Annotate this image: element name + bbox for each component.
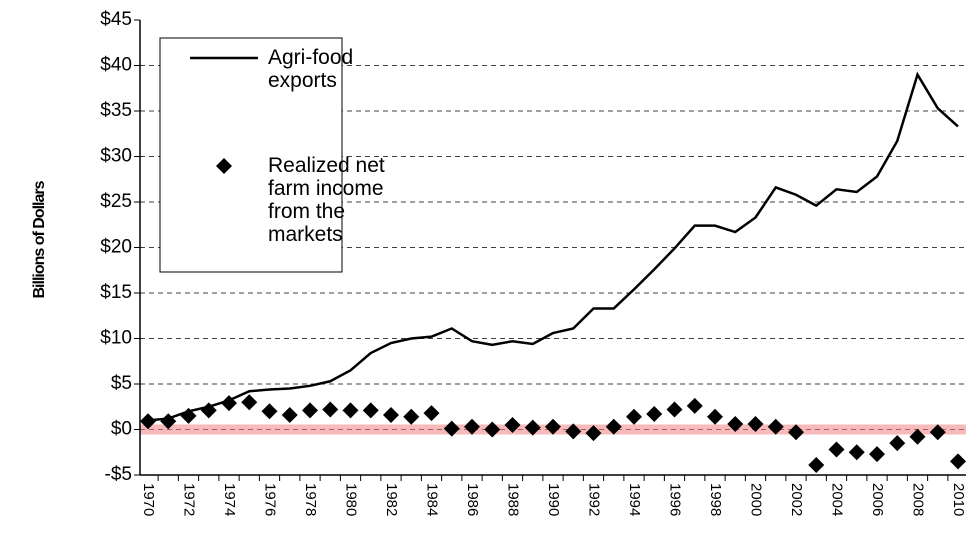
x-tick-label: 1974 xyxy=(221,483,238,516)
diamond-marker xyxy=(545,418,561,435)
diamond-marker xyxy=(443,420,460,437)
x-tick-label: 1988 xyxy=(505,483,522,516)
diamond-marker xyxy=(605,418,622,435)
x-tick-label: 1990 xyxy=(545,483,562,516)
x-tick-label: 1998 xyxy=(707,483,724,516)
legend-marker-swatch xyxy=(216,158,232,174)
diamond-marker xyxy=(200,402,217,419)
x-tick-label: 1982 xyxy=(383,483,400,516)
diamond-marker xyxy=(524,419,541,436)
diamond-marker xyxy=(848,444,865,461)
legend-label: Agri-food exports xyxy=(268,46,353,92)
diamond-marker xyxy=(767,418,784,435)
diamond-marker xyxy=(261,403,278,420)
x-tick-label: 1972 xyxy=(181,483,198,516)
x-tick-label: 1994 xyxy=(626,483,643,516)
diamond-marker xyxy=(707,408,723,425)
x-tick-label: 1970 xyxy=(140,483,157,516)
diamond-marker xyxy=(565,423,582,440)
diamond-marker xyxy=(686,397,703,414)
diamond-marker xyxy=(828,441,845,458)
y-axis-label: Billions of Dollars xyxy=(31,180,48,298)
x-tick-label: 1978 xyxy=(302,483,319,516)
x-tick-label: 1992 xyxy=(586,483,603,516)
diamond-marker xyxy=(342,402,359,419)
diamond-marker xyxy=(909,428,926,445)
y-tick-label: $0 xyxy=(111,419,132,440)
diamond-marker xyxy=(221,395,237,412)
diamond-marker xyxy=(727,416,744,433)
x-tick-label: 2000 xyxy=(748,483,765,516)
diamond-marker xyxy=(464,418,480,435)
diamond-marker xyxy=(504,416,521,433)
x-tick-label: 2008 xyxy=(910,483,927,516)
y-tick-label: $45 xyxy=(100,9,132,30)
diamond-marker xyxy=(302,402,318,419)
y-tick-label: $35 xyxy=(100,100,132,121)
y-tick-label: -$5 xyxy=(105,464,132,485)
x-tick-label: 2010 xyxy=(950,483,966,516)
diamond-marker xyxy=(484,421,501,438)
diamond-marker xyxy=(383,406,399,423)
x-tick-label: 2004 xyxy=(829,483,846,516)
y-tick-label: $40 xyxy=(100,55,132,76)
x-tick-label: 1984 xyxy=(424,483,441,516)
diamond-marker xyxy=(362,402,379,419)
diamond-marker xyxy=(423,405,440,422)
diamond-marker xyxy=(626,408,642,425)
diamond-marker xyxy=(869,446,885,463)
y-tick-label: $30 xyxy=(100,146,132,167)
diamond-marker xyxy=(281,406,298,423)
y-tick-label: $5 xyxy=(111,373,132,394)
diamond-marker xyxy=(788,424,804,441)
x-tick-label: 2002 xyxy=(788,483,805,516)
diamond-marker xyxy=(666,401,683,418)
y-tick-label: $15 xyxy=(100,282,132,303)
diamond-marker xyxy=(808,456,825,473)
x-tick-label: 1986 xyxy=(464,483,481,516)
diamond-marker xyxy=(585,425,602,442)
diamond-marker xyxy=(403,408,420,425)
x-tick-label: 2006 xyxy=(869,483,886,516)
diamond-marker xyxy=(241,394,258,411)
legend-box xyxy=(159,37,343,273)
y-tick-label: $25 xyxy=(100,191,132,212)
diamond-marker xyxy=(889,435,906,452)
x-tick-label: 1980 xyxy=(343,483,360,516)
diamond-marker xyxy=(646,406,663,423)
diamond-marker xyxy=(140,413,156,430)
diamond-marker xyxy=(160,413,177,430)
y-tick-label: $20 xyxy=(100,237,132,258)
diamond-marker xyxy=(929,424,946,441)
x-tick-label: 1976 xyxy=(262,483,279,516)
diamond-marker xyxy=(950,453,966,470)
line-series xyxy=(147,71,959,422)
diamond-marker xyxy=(180,407,197,424)
diamond-marker xyxy=(747,416,764,433)
diamond-marker xyxy=(322,401,339,418)
x-tick-label: 1996 xyxy=(667,483,684,516)
y-tick-label: $10 xyxy=(100,328,132,349)
legend-label: Realized net farm income from the markets xyxy=(268,154,385,246)
